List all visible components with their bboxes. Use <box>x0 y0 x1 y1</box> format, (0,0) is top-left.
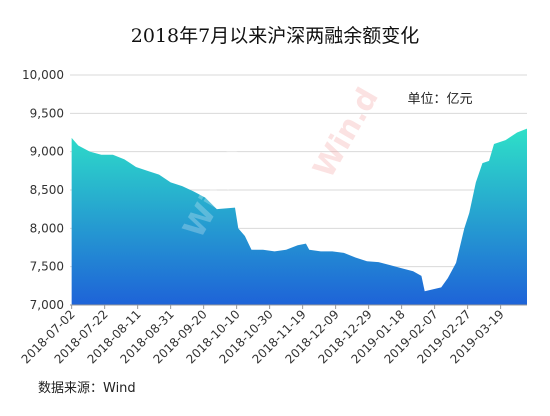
y-tick-label: 9,500 <box>30 106 64 120</box>
y-tick-label: 8,000 <box>30 221 64 235</box>
area <box>71 128 528 305</box>
chart-title: 2018年7月以来沪深两融余额变化 <box>131 25 419 47</box>
watermark: Win.d <box>307 82 386 184</box>
y-tick-label: 9,000 <box>30 145 64 159</box>
unit-note: 单位：亿元 <box>407 92 472 107</box>
y-tick-label: 7,000 <box>30 298 64 312</box>
source-note: 数据来源：Wind <box>38 381 136 396</box>
y-tick-label: 7,500 <box>30 260 64 274</box>
y-tick-label: 10,000 <box>22 68 64 82</box>
y-tick-label: 8,500 <box>30 183 64 197</box>
